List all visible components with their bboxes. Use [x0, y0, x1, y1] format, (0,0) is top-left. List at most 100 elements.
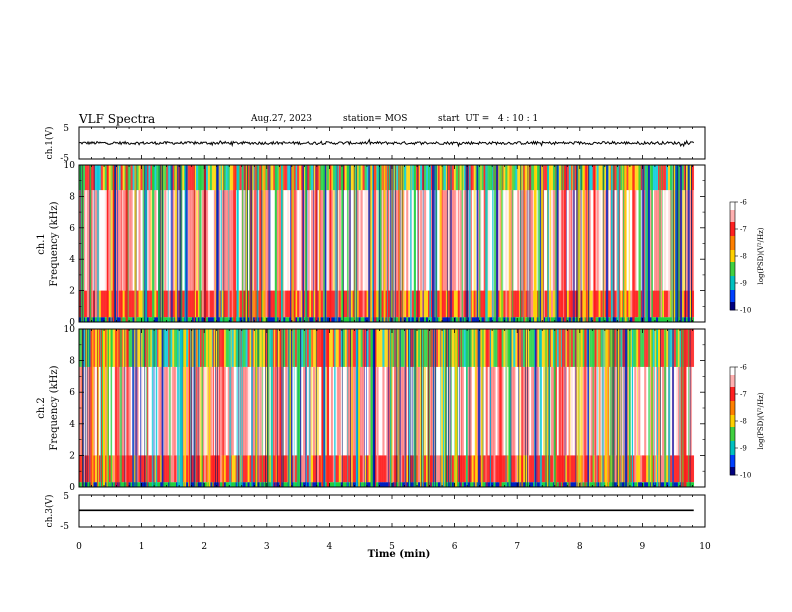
spectrogram-column	[82, 482, 86, 487]
spectrogram-column	[503, 290, 506, 318]
spectrogram-streak	[468, 165, 471, 322]
colorbar-cell	[730, 234, 735, 237]
spectrogram-column	[525, 290, 528, 318]
spectrogram-column	[136, 455, 139, 483]
spectrogram-column	[197, 482, 201, 487]
spectrogram-column	[201, 165, 205, 191]
colorbar-cell	[730, 445, 735, 448]
spectrogram-column	[451, 455, 455, 483]
spectrogram-column	[501, 482, 504, 487]
spectrogram-streak	[379, 165, 382, 322]
spectrogram-streak	[249, 165, 251, 322]
spectrogram-column	[416, 190, 419, 291]
spectrogram-column	[297, 190, 300, 291]
spectrogram-streak	[679, 165, 681, 322]
spectrogram-column	[178, 329, 181, 367]
spectrogram-column	[332, 482, 336, 487]
spectrogram-column	[338, 317, 342, 322]
spectrogram-column	[418, 329, 421, 367]
spectrogram-column	[443, 190, 447, 291]
spectrogram-column	[380, 482, 383, 487]
spectrogram-streak	[144, 165, 147, 322]
spectrogram-column	[140, 455, 143, 483]
spectrogram-column	[626, 317, 629, 322]
spectrogram-column	[654, 317, 657, 322]
spectrogram-column	[172, 165, 175, 191]
spectrogram-column	[590, 165, 593, 191]
spectrogram-streak	[587, 165, 589, 322]
spectrogram-column	[660, 366, 663, 456]
ch1-voltage-trace	[79, 138, 695, 148]
spectrogram-streak	[315, 165, 318, 322]
ch2-colorbar-gradient	[730, 367, 735, 476]
spectrogram-column	[283, 165, 286, 191]
spectrogram-column	[154, 366, 157, 456]
spectrogram-column	[360, 190, 363, 291]
spectrogram-streak	[184, 165, 187, 322]
spectrogram-column	[443, 165, 447, 191]
spectrogram-column	[632, 482, 635, 487]
spectrogram-column	[122, 165, 125, 191]
spectrogram-column	[689, 190, 693, 291]
spectrogram-streak	[82, 165, 84, 322]
spectrogram-column	[287, 317, 290, 322]
spectrogram-column	[574, 317, 578, 322]
spectrogram-streak	[432, 329, 435, 487]
spectrogram-column	[257, 190, 260, 291]
spectrogram-column	[665, 366, 669, 456]
spectrogram-column	[227, 455, 231, 483]
spectrogram-column	[150, 482, 153, 487]
spectrogram-column	[231, 190, 234, 291]
spectrogram-column	[420, 190, 423, 291]
spectrogram-column	[691, 190, 695, 291]
spectrogram-column	[223, 317, 227, 322]
spectrogram-column	[257, 482, 260, 487]
spectrogram-streak	[440, 329, 442, 487]
spectrogram-streak	[450, 165, 452, 322]
spectrogram-column	[654, 482, 657, 487]
spectrogram-column	[273, 366, 276, 456]
spectrogram-column	[84, 329, 88, 367]
spectrogram-column	[384, 317, 387, 322]
colorbar-cell	[730, 294, 735, 297]
spectrogram-streak	[399, 165, 401, 322]
spectrogram-column	[263, 482, 266, 487]
spectrogram-column	[424, 317, 427, 322]
spectrogram-column	[301, 366, 304, 456]
date-label: Aug.27, 2023	[251, 114, 312, 124]
spectrogram-column	[221, 317, 225, 322]
spectrogram-column	[420, 165, 423, 191]
spectrogram-column	[150, 317, 153, 322]
spectrogram-column	[223, 329, 227, 367]
spectrogram-column	[312, 329, 316, 367]
spectrogram-column	[265, 455, 268, 483]
spectrogram-column	[312, 290, 316, 318]
spectrogram-column	[469, 317, 472, 322]
spectrogram-column	[312, 165, 316, 191]
spectrogram-column	[660, 317, 663, 322]
spectrogram-column	[368, 455, 371, 483]
spectrogram-column	[364, 317, 367, 322]
spectrogram-column	[658, 165, 661, 191]
colorbar-cell	[730, 367, 735, 370]
spectrogram-column	[136, 366, 139, 456]
spectrogram-column	[108, 329, 112, 367]
spectrogram-streak	[144, 165, 145, 322]
spectrogram-column	[689, 165, 693, 191]
spectrogram-streak	[609, 329, 612, 487]
spectrogram-column	[412, 290, 415, 318]
spectrogram-column	[203, 455, 207, 483]
spectrogram-streak	[161, 165, 163, 322]
spectrogram-column	[146, 290, 149, 318]
spectrogram-column	[382, 455, 385, 483]
spectrogram-column	[225, 366, 229, 456]
spectrogram-column	[531, 329, 534, 367]
spectrogram-column	[221, 290, 225, 318]
spectrogram-column	[136, 329, 139, 367]
spectrogram-column	[102, 290, 106, 318]
spectrogram-column	[451, 329, 455, 367]
spectrogram-column	[225, 329, 229, 367]
colorbar-cell	[730, 441, 735, 444]
spectrogram-column	[491, 482, 494, 487]
spectrogram-column	[166, 482, 169, 487]
